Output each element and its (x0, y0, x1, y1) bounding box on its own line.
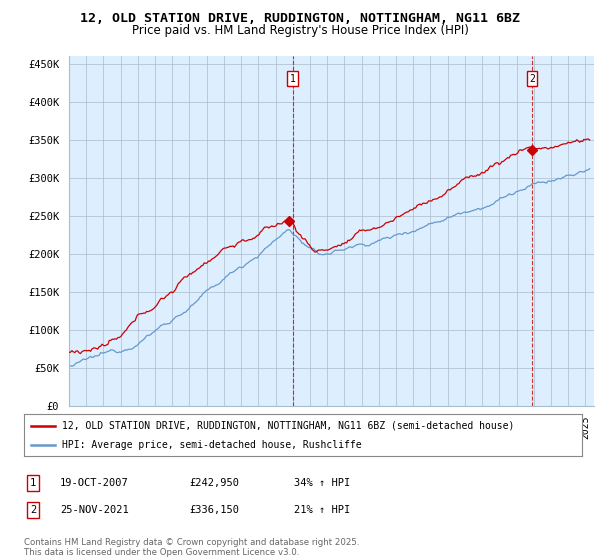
Text: 19-OCT-2007: 19-OCT-2007 (60, 478, 129, 488)
Text: 25-NOV-2021: 25-NOV-2021 (60, 505, 129, 515)
Text: 12, OLD STATION DRIVE, RUDDINGTON, NOTTINGHAM, NG11 6BZ (semi-detached house): 12, OLD STATION DRIVE, RUDDINGTON, NOTTI… (62, 421, 514, 431)
Text: 2: 2 (529, 74, 535, 84)
Text: 12, OLD STATION DRIVE, RUDDINGTON, NOTTINGHAM, NG11 6BZ: 12, OLD STATION DRIVE, RUDDINGTON, NOTTI… (80, 12, 520, 25)
Text: £242,950: £242,950 (189, 478, 239, 488)
Text: £336,150: £336,150 (189, 505, 239, 515)
Text: 1: 1 (290, 74, 296, 84)
Text: 1: 1 (30, 478, 36, 488)
Text: HPI: Average price, semi-detached house, Rushcliffe: HPI: Average price, semi-detached house,… (62, 440, 362, 450)
Text: 34% ↑ HPI: 34% ↑ HPI (294, 478, 350, 488)
Text: Contains HM Land Registry data © Crown copyright and database right 2025.
This d: Contains HM Land Registry data © Crown c… (24, 538, 359, 557)
Text: Price paid vs. HM Land Registry's House Price Index (HPI): Price paid vs. HM Land Registry's House … (131, 24, 469, 37)
Text: 21% ↑ HPI: 21% ↑ HPI (294, 505, 350, 515)
Text: 2: 2 (30, 505, 36, 515)
